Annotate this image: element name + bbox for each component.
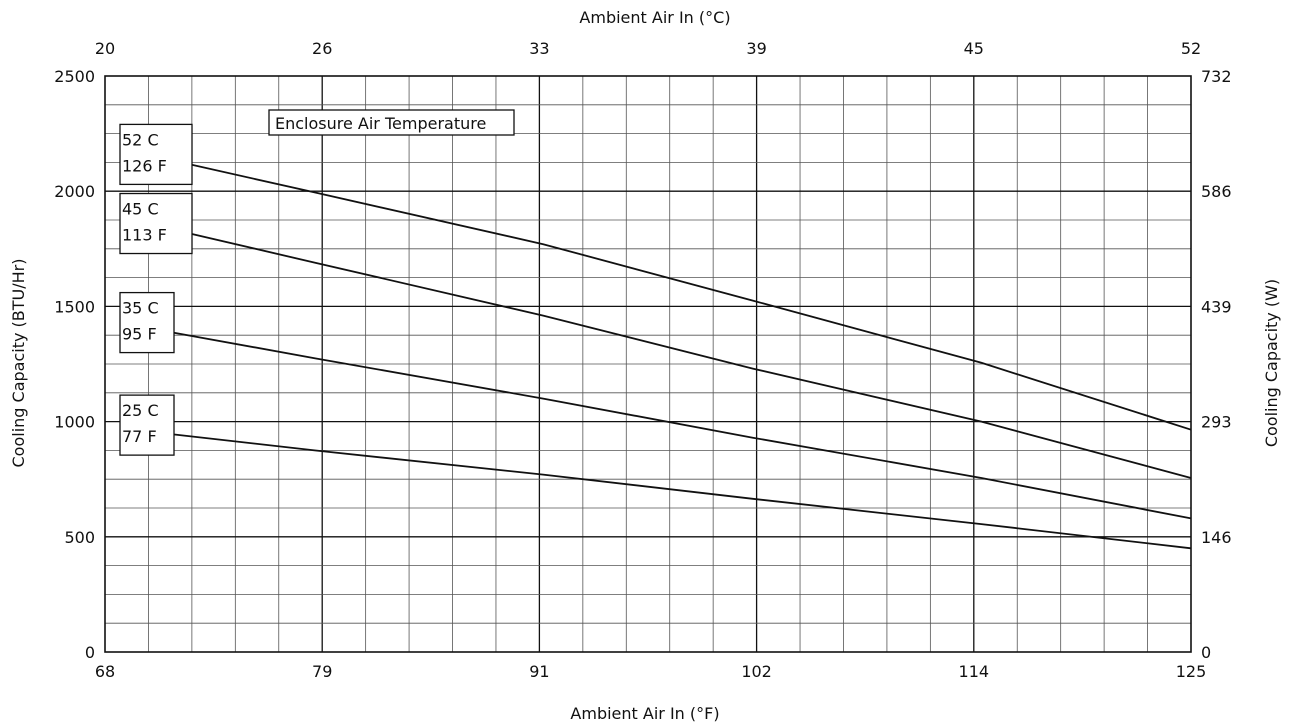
series-label-box	[119, 123, 193, 186]
x-tick-bottom: 102	[741, 662, 772, 681]
annotation-text: Enclosure Air Temperature	[275, 114, 486, 133]
series-label-box	[119, 291, 175, 354]
x-tick-top: 39	[746, 39, 766, 58]
series-label-line1: 25 C	[122, 401, 159, 420]
x-tick-top: 20	[95, 39, 115, 58]
annotation-box: Enclosure Air Temperature	[268, 109, 515, 136]
grid	[105, 76, 1191, 652]
series-label-line1: 52 C	[122, 130, 159, 149]
series-line	[162, 432, 1192, 550]
y-tick-left: 1500	[54, 297, 95, 316]
x-axis-bottom-title: Ambient Air In (°F)	[570, 704, 719, 723]
series-line	[180, 230, 1192, 479]
series-label-box	[119, 192, 193, 255]
x-tick-top: 33	[529, 39, 549, 58]
series-line	[162, 329, 1192, 520]
y-tick-right: 293	[1201, 413, 1232, 432]
series-label: 52 C 126 F	[119, 123, 193, 186]
y-tick-right: 146	[1201, 528, 1232, 547]
series-label: 25 C 77 F	[119, 394, 175, 456]
y-axis-right-title: Cooling Capacity (W)	[1262, 279, 1281, 447]
series-label-line2: 113 F	[122, 226, 167, 245]
y-tick-left: 1000	[54, 413, 95, 432]
y-tick-left: 500	[64, 528, 95, 547]
x-axis-top-title: Ambient Air In (°C)	[579, 8, 730, 27]
y-tick-left: 2500	[54, 67, 95, 86]
y-tick-right: 732	[1201, 67, 1232, 86]
y-tick-left: 0	[85, 643, 95, 662]
series-label-line1: 35 C	[122, 299, 159, 318]
series-labels: 52 C 126 F 45 C 113 F 35 C 95 F 25 C 77 F	[119, 123, 193, 456]
plot-frame	[104, 75, 1192, 653]
series-label-line2: 77 F	[122, 427, 157, 446]
x-tick-bottom: 114	[959, 662, 990, 681]
series-label-line2: 95 F	[122, 325, 157, 344]
series-label-box	[119, 394, 175, 456]
y-axis-left-title: Cooling Capacity (BTU/Hr)	[9, 259, 28, 468]
y-tick-right: 586	[1201, 182, 1232, 201]
x-tick-bottom: 91	[529, 662, 549, 681]
series-label-line2: 126 F	[122, 156, 167, 175]
y-tick-left: 2000	[54, 182, 95, 201]
series-label: 45 C 113 F	[119, 192, 193, 255]
series-label-line1: 45 C	[122, 200, 159, 219]
x-tick-bottom: 68	[95, 662, 115, 681]
series-lines	[162, 161, 1192, 550]
annotation-border	[268, 109, 515, 136]
series-line	[181, 161, 1192, 431]
x-tick-top: 45	[964, 39, 984, 58]
series-label: 35 C 95 F	[119, 291, 175, 354]
x-tick-bottom: 79	[312, 662, 332, 681]
x-tick-top: 52	[1181, 39, 1201, 58]
x-tick-bottom: 125	[1176, 662, 1207, 681]
y-tick-right: 0	[1201, 643, 1211, 662]
tick-labels: 68 79 91 102 114 125 20 26 33 39 45 52 0 500 1000 1500 2…	[54, 39, 1231, 681]
y-tick-right: 439	[1201, 297, 1232, 316]
x-tick-top: 26	[312, 39, 332, 58]
